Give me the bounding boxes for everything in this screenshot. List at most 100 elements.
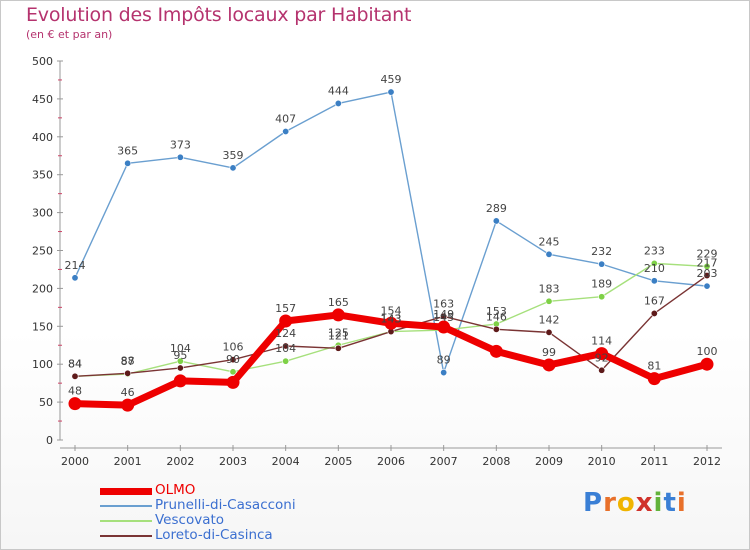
data-label: 154 (381, 304, 402, 317)
data-point (279, 314, 293, 328)
y-tick-label: 0 (46, 434, 53, 447)
data-point (650, 277, 658, 285)
y-tick-label: 500 (32, 55, 53, 68)
data-label: 124 (275, 327, 296, 340)
data-label: 233 (644, 244, 665, 257)
data-point (331, 308, 345, 322)
data-label: 143 (381, 313, 402, 326)
data-label: 88 (121, 354, 135, 367)
logo-letter: i (676, 488, 687, 518)
data-labels-layer: 214 365 373 359 407 444 459 89 289 245 232 210 203 84… (65, 73, 718, 399)
data-label: 121 (328, 329, 349, 342)
logo-letter: r (603, 488, 617, 518)
data-point (598, 260, 606, 268)
data-point (595, 347, 609, 361)
data-point (226, 375, 240, 389)
data-point (124, 369, 132, 377)
data-point (282, 342, 290, 350)
data-point (545, 250, 553, 258)
x-tick-label: 2009 (535, 455, 563, 468)
y-tick-label: 350 (32, 169, 53, 182)
data-point (121, 398, 135, 412)
data-label: 232 (591, 245, 612, 258)
data-point (282, 357, 290, 365)
data-point (384, 316, 398, 330)
data-label: 183 (539, 282, 560, 295)
legend-label-loreto: Loreto-di-Casinca (155, 527, 273, 543)
data-label: 289 (486, 202, 507, 215)
data-label: 146 (486, 310, 507, 323)
axes: 0 50 100 150 200 250 300 350 400 450 500 2000 2001 20… (32, 55, 722, 468)
y-tick-label: 450 (32, 93, 53, 106)
data-point (71, 274, 79, 282)
data-label: 165 (328, 296, 349, 309)
data-point (545, 328, 553, 336)
data-point (437, 320, 451, 334)
x-tick-label: 2010 (588, 455, 616, 468)
x-tick-label: 2011 (640, 455, 668, 468)
y-tick-label: 150 (32, 320, 53, 333)
data-point (124, 159, 132, 167)
data-point (173, 374, 187, 388)
data-point (176, 357, 184, 365)
data-label: 100 (697, 345, 718, 358)
legend-label-vescovato: Vescovato (155, 512, 225, 528)
data-point (334, 99, 342, 107)
data-label: 189 (591, 278, 612, 291)
data-point (700, 357, 714, 371)
data-label: 81 (647, 360, 661, 373)
data-label: 214 (65, 259, 86, 272)
logo-letter: P (583, 488, 604, 518)
logo-letter: i (653, 488, 664, 518)
data-label: 444 (328, 84, 349, 97)
data-label: 167 (644, 294, 665, 307)
y-tick-label: 50 (39, 396, 53, 409)
data-label: 99 (542, 346, 556, 359)
data-point (703, 282, 711, 290)
x-tick-label: 2004 (272, 455, 300, 468)
y-tick-label: 250 (32, 245, 53, 258)
legend-swatch-vescovato (100, 520, 152, 522)
data-point (229, 164, 237, 172)
data-point (440, 312, 448, 320)
logo-letter: x (635, 488, 654, 518)
data-label: 104 (275, 342, 296, 355)
x-tick-label: 2005 (324, 455, 352, 468)
data-point (703, 262, 711, 270)
legend-label-olmo: OLMO (155, 482, 196, 498)
data-label: 229 (697, 247, 718, 260)
data-point (68, 397, 82, 411)
data-label: 407 (275, 112, 296, 125)
data-point (176, 364, 184, 372)
legend-swatch-prunelli (100, 505, 152, 507)
x-tick-label: 2008 (482, 455, 510, 468)
data-point (650, 309, 658, 317)
proxiti-logo: Proxiti (583, 488, 687, 518)
data-label: 459 (381, 73, 402, 86)
data-point (492, 325, 500, 333)
data-label: 114 (591, 335, 612, 348)
data-label: 365 (117, 144, 138, 157)
data-point (545, 297, 553, 305)
data-point (282, 127, 290, 135)
x-tick-label: 2006 (377, 455, 405, 468)
data-label: 145 (433, 311, 454, 324)
x-tick-label: 2002 (166, 455, 194, 468)
data-label: 245 (539, 235, 560, 248)
data-label: 84 (68, 357, 82, 370)
data-label: 125 (328, 326, 349, 339)
x-tick-label: 2012 (693, 455, 721, 468)
data-point (647, 372, 661, 386)
legend-swatch-olmo (100, 487, 152, 495)
data-label: 217 (697, 257, 718, 270)
y-tick-label: 100 (32, 358, 53, 371)
data-label: 48 (68, 385, 82, 398)
logo-letter: o (616, 488, 636, 518)
x-tick-label: 2007 (430, 455, 458, 468)
data-point (229, 368, 237, 376)
data-label: 373 (170, 138, 191, 151)
y-tick-label: 300 (32, 207, 53, 220)
chart-title: Evolution des Impôts locaux par Habitant (26, 4, 412, 26)
data-label: 87 (121, 355, 135, 368)
